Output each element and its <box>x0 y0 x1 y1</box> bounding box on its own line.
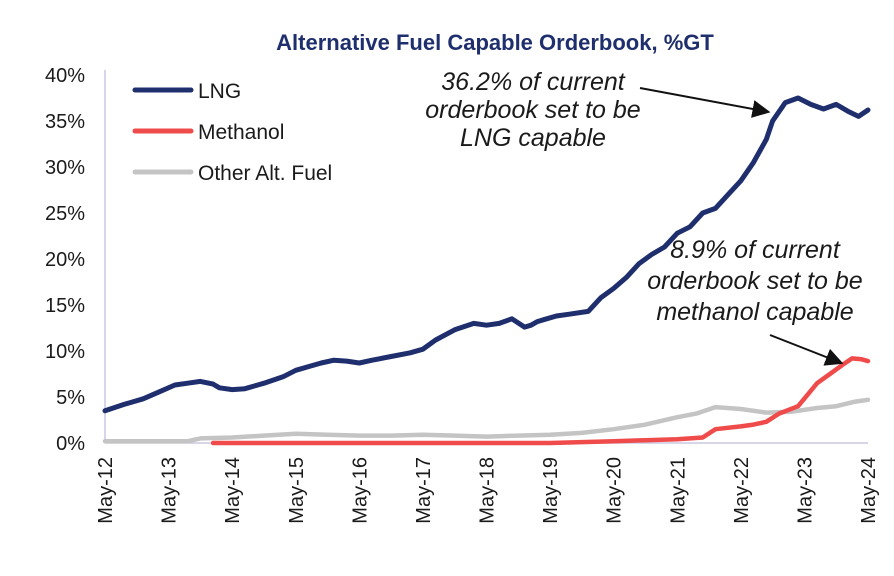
x-tick-label: May-20 <box>604 457 626 524</box>
annotation-arrow-methanol_annot <box>769 334 844 366</box>
y-tick-label: 20% <box>45 249 85 271</box>
x-tick-label: May-18 <box>477 457 499 524</box>
y-tick-label: 25% <box>45 203 85 225</box>
x-tick-label: May-14 <box>222 457 244 524</box>
x-tick-label: May-21 <box>667 457 689 524</box>
annotation-text-methanol_annot: 8.9% of current <box>670 236 841 264</box>
y-axis-tick-labels: 0% 5% 10% 15% 20% 25% 30% 35% 40% <box>45 65 85 455</box>
legend-label-lng: LNG <box>198 80 241 103</box>
y-tick-label: 35% <box>45 111 85 133</box>
annotation-arrow-lng_annot <box>639 87 771 118</box>
series-line-methanol <box>210 356 871 446</box>
legend: LNG Methanol Other Alt. Fuel <box>132 80 332 185</box>
y-tick-label: 40% <box>45 65 85 87</box>
series-line-other <box>102 397 871 444</box>
x-tick-label: May-19 <box>540 457 562 524</box>
series-lines <box>102 95 871 446</box>
x-tick-label: May-23 <box>794 457 816 524</box>
x-tick-label: May-13 <box>159 457 181 524</box>
x-tick-label: May-15 <box>286 457 308 524</box>
y-tick-label: 10% <box>45 341 85 363</box>
annotation-text-lng_annot: orderbook set to be <box>425 96 640 124</box>
series-line-lng <box>102 95 871 414</box>
annotation-text-lng_annot: LNG capable <box>460 124 606 152</box>
legend-label-methanol: Methanol <box>198 121 284 144</box>
legend-label-other: Other Alt. Fuel <box>198 162 332 185</box>
x-tick-label: May-17 <box>413 457 435 524</box>
annotation-text-methanol_annot: methanol capable <box>656 298 853 326</box>
x-tick-label: May-16 <box>349 457 371 524</box>
x-tick-label: May-22 <box>731 457 753 524</box>
y-tick-label: 0% <box>56 433 85 455</box>
chart-title: Alternative Fuel Capable Orderbook, %GT <box>276 30 714 55</box>
x-tick-label: May-24 <box>858 457 880 524</box>
annotation-text-methanol_annot: orderbook set to be <box>647 267 862 295</box>
x-axis-tick-labels: May-12 May-13 May-14 May-15 May-16 May-17 May-… <box>95 457 880 524</box>
y-tick-label: 15% <box>45 295 85 317</box>
x-tick-label: May-12 <box>95 457 117 524</box>
y-tick-label: 5% <box>56 387 85 409</box>
annotation-text-lng_annot: 36.2% of current <box>441 68 625 96</box>
y-tick-label: 30% <box>45 157 85 179</box>
